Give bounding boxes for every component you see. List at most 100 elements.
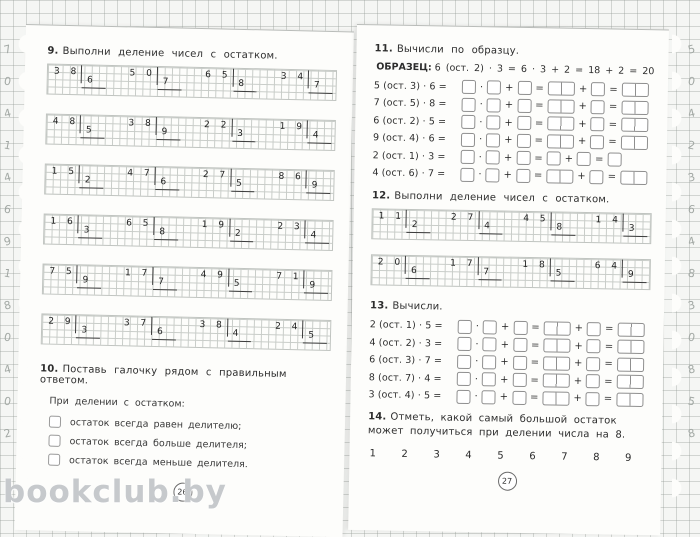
answer-box[interactable] bbox=[457, 354, 472, 369]
answer-box[interactable] bbox=[589, 169, 604, 184]
answer-box[interactable] bbox=[586, 321, 602, 336]
answer-box[interactable] bbox=[543, 338, 571, 353]
answer-box[interactable] bbox=[486, 97, 501, 113]
remainder-choice[interactable]: 4 bbox=[465, 449, 472, 461]
answer-box[interactable] bbox=[590, 134, 605, 149]
checkbox[interactable] bbox=[48, 415, 62, 428]
answer-box[interactable] bbox=[547, 81, 575, 96]
answer-box[interactable] bbox=[617, 322, 645, 337]
answer-box[interactable] bbox=[547, 98, 575, 114]
answer-box[interactable] bbox=[543, 320, 571, 336]
remainder-choice[interactable]: 3 bbox=[433, 448, 440, 461]
answer-box[interactable] bbox=[456, 371, 471, 387]
answer-box[interactable] bbox=[486, 115, 501, 130]
answer-box[interactable] bbox=[621, 100, 649, 115]
answer-box[interactable] bbox=[542, 390, 570, 406]
answer-box[interactable] bbox=[620, 117, 649, 133]
answer-box[interactable] bbox=[576, 151, 592, 167]
remainder-choice[interactable]: 8 bbox=[593, 451, 600, 463]
answer-box[interactable] bbox=[460, 167, 475, 182]
checkbox[interactable] bbox=[48, 434, 61, 447]
answer-box[interactable] bbox=[461, 97, 476, 112]
answer-box[interactable] bbox=[616, 374, 644, 390]
answer-box[interactable] bbox=[511, 390, 527, 405]
answer-box[interactable] bbox=[590, 117, 605, 132]
answer-box[interactable] bbox=[586, 356, 601, 371]
answer-box[interactable] bbox=[512, 355, 527, 370]
answer-box[interactable] bbox=[516, 150, 531, 166]
answer-box[interactable] bbox=[617, 339, 645, 355]
remainder-choice[interactable]: 7 bbox=[561, 451, 568, 463]
answer-box[interactable] bbox=[481, 372, 497, 387]
answer-box[interactable] bbox=[486, 132, 501, 148]
checkbox[interactable] bbox=[47, 453, 61, 466]
remainder-choice[interactable]: 9 bbox=[624, 452, 632, 464]
answer-box[interactable] bbox=[546, 133, 575, 149]
answer-box[interactable] bbox=[619, 170, 648, 185]
answer-box[interactable] bbox=[512, 372, 527, 388]
answer-box[interactable] bbox=[485, 150, 501, 165]
answer-box[interactable] bbox=[585, 391, 600, 406]
answer-box[interactable] bbox=[460, 149, 475, 165]
answer-box[interactable] bbox=[482, 337, 497, 352]
answer-box[interactable] bbox=[481, 389, 496, 404]
answer-box[interactable] bbox=[542, 355, 571, 371]
answer-box[interactable] bbox=[621, 82, 649, 98]
answer-box[interactable] bbox=[586, 339, 601, 354]
answer-box[interactable] bbox=[542, 373, 570, 388]
answer-box[interactable] bbox=[616, 357, 644, 372]
answer-box[interactable] bbox=[486, 80, 502, 95]
answer-box[interactable] bbox=[590, 99, 606, 114]
answer-box[interactable] bbox=[586, 374, 601, 389]
answer-box[interactable] bbox=[456, 389, 471, 404]
answer-box[interactable] bbox=[546, 151, 561, 166]
remainder-choice[interactable]: 1 bbox=[369, 447, 376, 459]
answer-box[interactable] bbox=[461, 79, 477, 95]
answer-box[interactable] bbox=[457, 336, 472, 352]
answer-box[interactable] bbox=[513, 320, 528, 335]
answer-box[interactable] bbox=[461, 114, 476, 130]
remainder-choice[interactable]: 5 bbox=[497, 450, 504, 462]
answer-box[interactable] bbox=[620, 135, 648, 150]
remainder-choice[interactable]: 2 bbox=[401, 448, 408, 460]
answer-box[interactable] bbox=[485, 167, 500, 183]
answer-box[interactable] bbox=[482, 319, 498, 334]
answer-box[interactable] bbox=[460, 132, 476, 147]
answer-box[interactable] bbox=[616, 392, 644, 407]
answer-box[interactable] bbox=[591, 82, 606, 97]
answer-box[interactable] bbox=[515, 168, 531, 183]
answer-box[interactable] bbox=[512, 337, 528, 353]
answer-box[interactable] bbox=[517, 80, 532, 96]
